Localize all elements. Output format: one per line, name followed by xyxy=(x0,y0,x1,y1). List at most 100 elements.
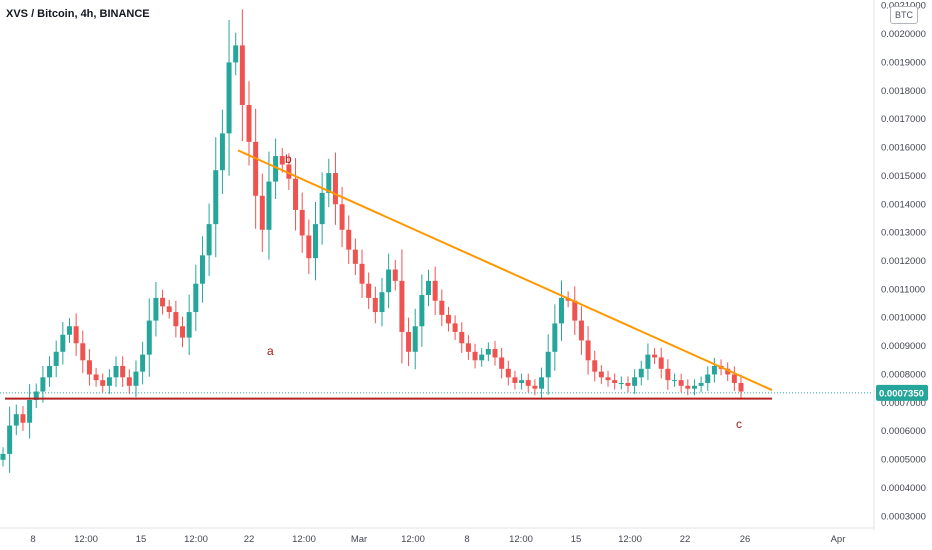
wave-label-b: b xyxy=(285,152,292,166)
candle-body xyxy=(279,156,285,165)
x-tick-label: 15 xyxy=(136,534,147,545)
x-tick-label: 12:00 xyxy=(184,534,208,545)
x-axis[interactable]: 8 12:00 15 12:00 22 12:00 Mar 12:00 8 12:00 15 12:0… xyxy=(0,527,874,545)
candle-body xyxy=(505,368,511,378)
wave-label-a: a xyxy=(267,344,274,358)
candle-body xyxy=(219,133,225,171)
candle-body xyxy=(299,209,305,236)
y-tick-label: 0.0010000 xyxy=(881,313,926,324)
trend-line[interactable] xyxy=(237,149,773,391)
candle-body xyxy=(539,377,545,389)
candle-body xyxy=(625,382,631,386)
candle-body xyxy=(93,374,99,381)
candle-body xyxy=(47,365,53,378)
x-tick-label: Mar xyxy=(351,534,367,545)
y-tick-label: 0.0012000 xyxy=(881,256,926,267)
current-price-text: 0.0007350 xyxy=(879,388,924,399)
candle-body xyxy=(512,377,518,383)
candle-body xyxy=(532,385,538,389)
candle-body xyxy=(186,312,192,338)
candles xyxy=(0,9,744,473)
candle-body xyxy=(499,357,505,369)
candle-body xyxy=(140,354,146,372)
candle-body xyxy=(605,377,611,381)
candle-body xyxy=(738,382,744,392)
candle-body xyxy=(492,348,498,358)
y-tick-label: 0.0020000 xyxy=(881,29,926,40)
candle-body xyxy=(592,360,598,372)
candle-body xyxy=(432,280,438,301)
candle-body xyxy=(100,380,106,386)
x-tick-label: 12:00 xyxy=(292,534,316,545)
candle-body xyxy=(166,306,172,313)
candle-body xyxy=(632,377,638,386)
candle-body xyxy=(672,380,678,382)
candle-body xyxy=(705,374,711,383)
candle-body xyxy=(126,377,132,386)
y-tick-label: 0.0013000 xyxy=(881,228,926,239)
candle-body xyxy=(27,400,33,423)
candle-body xyxy=(412,326,418,352)
currency-badge[interactable]: BTC xyxy=(890,6,918,24)
candle-body xyxy=(366,283,372,298)
candle-body xyxy=(658,357,664,369)
candle-body xyxy=(319,192,325,225)
candle-body xyxy=(160,297,166,307)
x-tick-label: 22 xyxy=(244,534,255,545)
candle-body xyxy=(578,320,584,341)
candle-body xyxy=(426,280,432,296)
candle-body xyxy=(33,391,39,401)
candle-body xyxy=(406,331,412,352)
y-axis[interactable]: 0.0003000 0.0004000 0.0005000 0.0006000 0.00… xyxy=(873,0,926,530)
y-tick-label: 0.0014000 xyxy=(881,199,926,210)
candle-body xyxy=(120,365,126,378)
candle-body xyxy=(519,380,525,383)
candle-body xyxy=(7,425,13,454)
candle-body xyxy=(40,377,46,392)
x-tick-label: 15 xyxy=(571,534,582,545)
candle-body xyxy=(339,204,345,230)
candle-body xyxy=(153,297,159,321)
candle-body xyxy=(472,351,478,361)
candle-body xyxy=(725,368,731,375)
y-tick-label: 0.0008000 xyxy=(881,369,926,380)
candle-body xyxy=(60,334,66,352)
chart-title: XVS / Bitcoin, 4h, BINANCE xyxy=(6,8,150,20)
candle-body xyxy=(572,300,578,321)
candle-body xyxy=(545,351,551,378)
candle-body xyxy=(479,354,485,361)
candle-body xyxy=(665,368,671,381)
x-tick-label: 12:00 xyxy=(618,534,642,545)
candle-body xyxy=(293,178,299,210)
candle-body xyxy=(233,45,239,63)
candle-body xyxy=(379,292,385,313)
candle-body xyxy=(618,382,624,384)
candle-body xyxy=(386,269,392,293)
candle-body xyxy=(465,343,471,352)
wave-label-c: c xyxy=(736,417,742,431)
candle-body xyxy=(253,141,259,196)
candle-body xyxy=(698,382,704,386)
candle-body xyxy=(146,320,152,355)
candle-body xyxy=(206,224,212,256)
candle-body xyxy=(419,295,425,327)
x-tick-label: Apr xyxy=(831,534,846,545)
candle-body xyxy=(13,414,19,426)
candle-body xyxy=(259,195,265,230)
y-tick-label: 0.0016000 xyxy=(881,143,926,154)
y-tick-label: 0.0003000 xyxy=(881,511,926,522)
y-tick-label: 0.0011000 xyxy=(881,284,925,295)
candle-body xyxy=(199,255,205,284)
candle-body xyxy=(312,224,318,259)
candle-body xyxy=(246,104,252,142)
x-tick-label: 12:00 xyxy=(401,534,425,545)
candle-body xyxy=(459,331,465,344)
candle-body xyxy=(213,170,219,225)
candle-body xyxy=(286,164,292,179)
candle-body xyxy=(359,263,365,284)
candle-body xyxy=(372,297,378,313)
candle-body xyxy=(558,297,564,324)
x-tick-label: 8 xyxy=(464,534,469,545)
candle-body xyxy=(53,351,59,366)
